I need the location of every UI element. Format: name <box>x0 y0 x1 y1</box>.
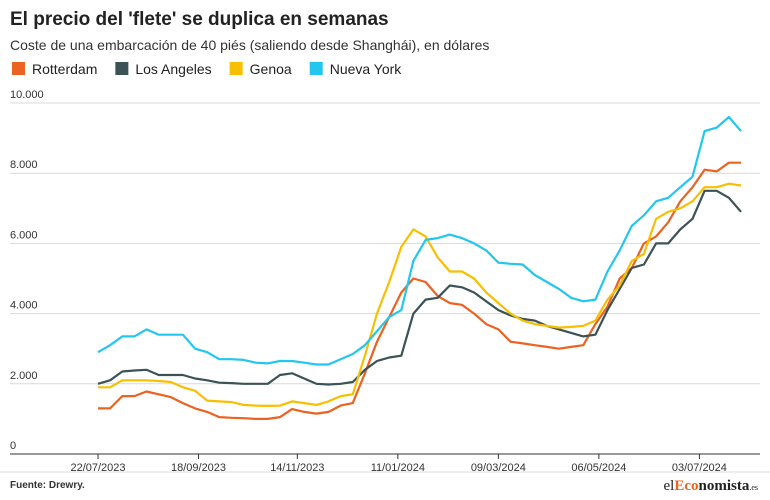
x-tick-label: 22/07/2023 <box>70 462 125 474</box>
series-line <box>97 189 742 386</box>
y-tick-label: 6.000 <box>10 229 38 241</box>
y-tick-label: 0 <box>10 440 16 452</box>
x-tick-label: 11/01/2024 <box>371 462 425 474</box>
series-line <box>98 182 742 407</box>
series-line <box>97 115 742 366</box>
x-tick-label: 06/05/2024 <box>571 462 626 474</box>
chart-subtitle: Coste de una embarcación de 40 piés (sal… <box>10 37 489 53</box>
legend-swatch <box>12 62 25 75</box>
x-tick-label: 14/11/2023 <box>270 462 324 474</box>
legend-label: Nueva York <box>330 61 403 77</box>
legend-label: Los Angeles <box>135 61 211 77</box>
legend-label: Rotterdam <box>32 61 97 77</box>
x-tick-label: 09/03/2024 <box>471 462 526 474</box>
y-tick-label: 2.000 <box>10 370 38 382</box>
logo-part: .es <box>749 483 758 492</box>
x-tick-label: 18/09/2023 <box>171 462 226 474</box>
legend-swatch <box>309 62 323 75</box>
source: Fuente: Drewry. <box>10 480 85 491</box>
logo-part: nomista <box>698 478 749 494</box>
y-tick-label: 10.000 <box>10 89 44 101</box>
legend-swatch <box>115 62 129 75</box>
series-line <box>98 161 741 420</box>
legend-label: Genoa <box>250 61 292 77</box>
y-tick-label: 4.000 <box>10 300 38 312</box>
y-tick-label: 8.000 <box>10 159 38 171</box>
x-tick-label: 03/07/2024 <box>672 462 727 474</box>
legend-swatch <box>229 62 243 75</box>
chart-title: El precio del 'flete' se duplica en sema… <box>10 9 389 30</box>
logo: elEconomista.es <box>663 478 758 494</box>
logo-part: el <box>663 478 674 494</box>
logo-part: Eco <box>674 478 698 494</box>
